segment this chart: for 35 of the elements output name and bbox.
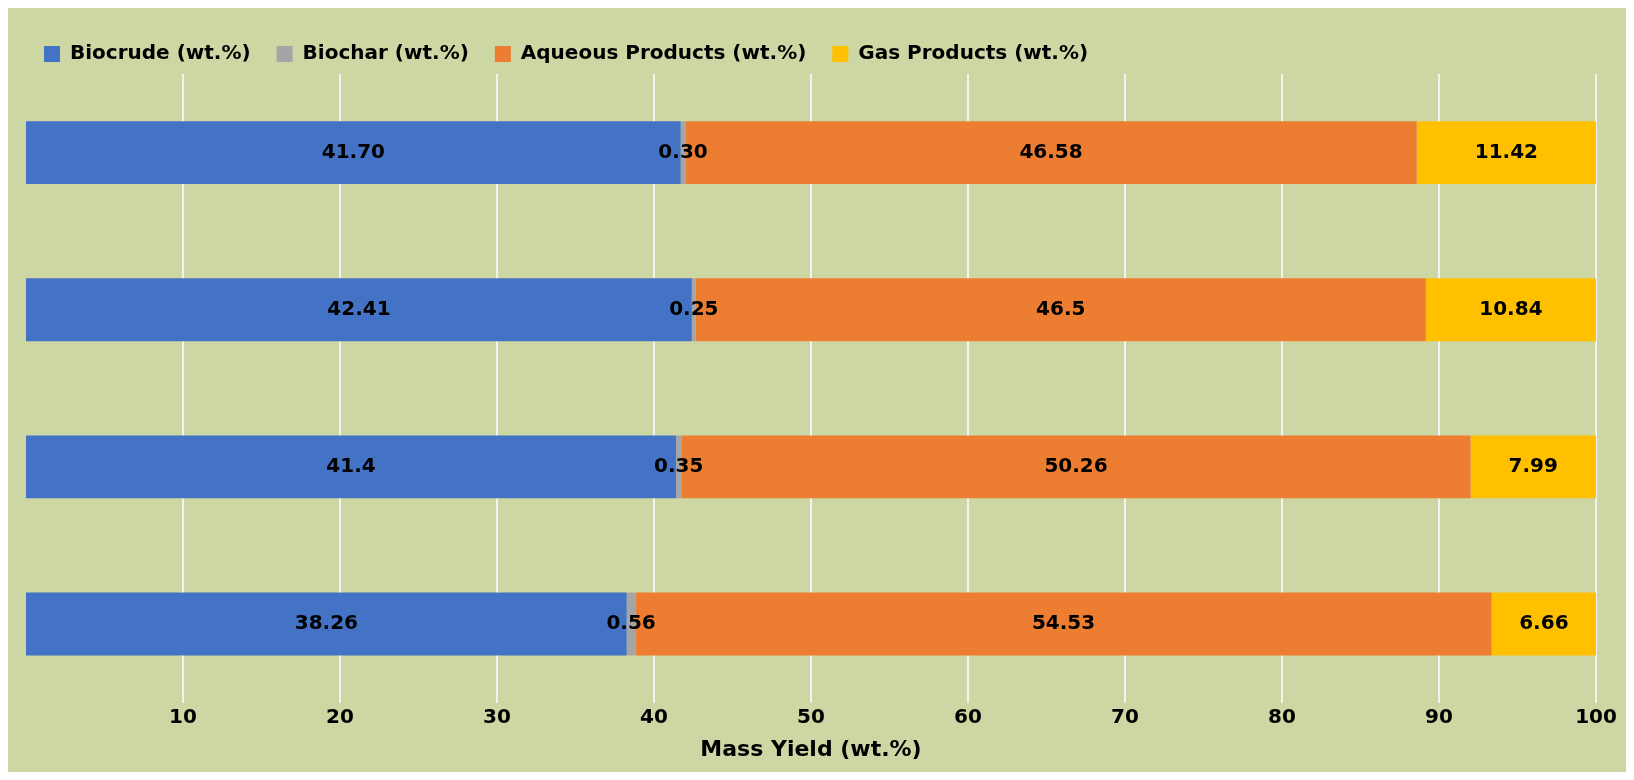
- x-tick-label: 40: [640, 703, 668, 728]
- data-label: 42.41: [327, 295, 391, 320]
- legend-label: Biochar (wt.%): [302, 40, 469, 65]
- data-label: 38.26: [294, 610, 358, 635]
- data-label: 41.70: [321, 138, 385, 163]
- bar: [1416, 121, 1596, 185]
- x-tick-label: 80: [1268, 703, 1296, 728]
- bar: [1425, 278, 1596, 342]
- x-tick-label: 20: [326, 703, 354, 728]
- bar: [1470, 435, 1596, 499]
- data-label: 46.5: [1036, 295, 1086, 320]
- data-label: 0.56: [606, 610, 656, 635]
- x-tick-label: 50: [797, 703, 825, 728]
- data-label: 7.99: [1508, 453, 1558, 478]
- x-tick-label: 100: [1575, 703, 1617, 728]
- x-tick-label: 30: [483, 703, 511, 728]
- data-label: 0.25: [669, 295, 719, 320]
- data-label: 6.66: [1519, 610, 1569, 635]
- bar: [1491, 592, 1596, 656]
- data-label: 50.26: [1044, 453, 1108, 478]
- x-axis-title: Mass Yield (wt.%): [700, 735, 922, 761]
- legend-label: Aqueous Products (wt.%): [520, 40, 807, 65]
- legend-label: Biocrude (wt.%): [70, 40, 251, 65]
- data-label: 11.42: [1474, 138, 1538, 163]
- x-tick-label: 60: [954, 703, 982, 728]
- x-tick-label: 90: [1425, 703, 1453, 728]
- data-label: 0.35: [654, 453, 704, 478]
- data-label: 46.58: [1019, 138, 1083, 163]
- data-label: 41.4: [326, 453, 376, 478]
- legend-label: Gas Products (wt.%): [858, 40, 1089, 65]
- data-label: 54.53: [1031, 610, 1096, 635]
- x-tick-label: 10: [169, 703, 197, 728]
- data-label: 10.84: [1479, 295, 1543, 320]
- x-tick-label: 70: [1111, 703, 1139, 728]
- data-label: 0.30: [658, 138, 708, 163]
